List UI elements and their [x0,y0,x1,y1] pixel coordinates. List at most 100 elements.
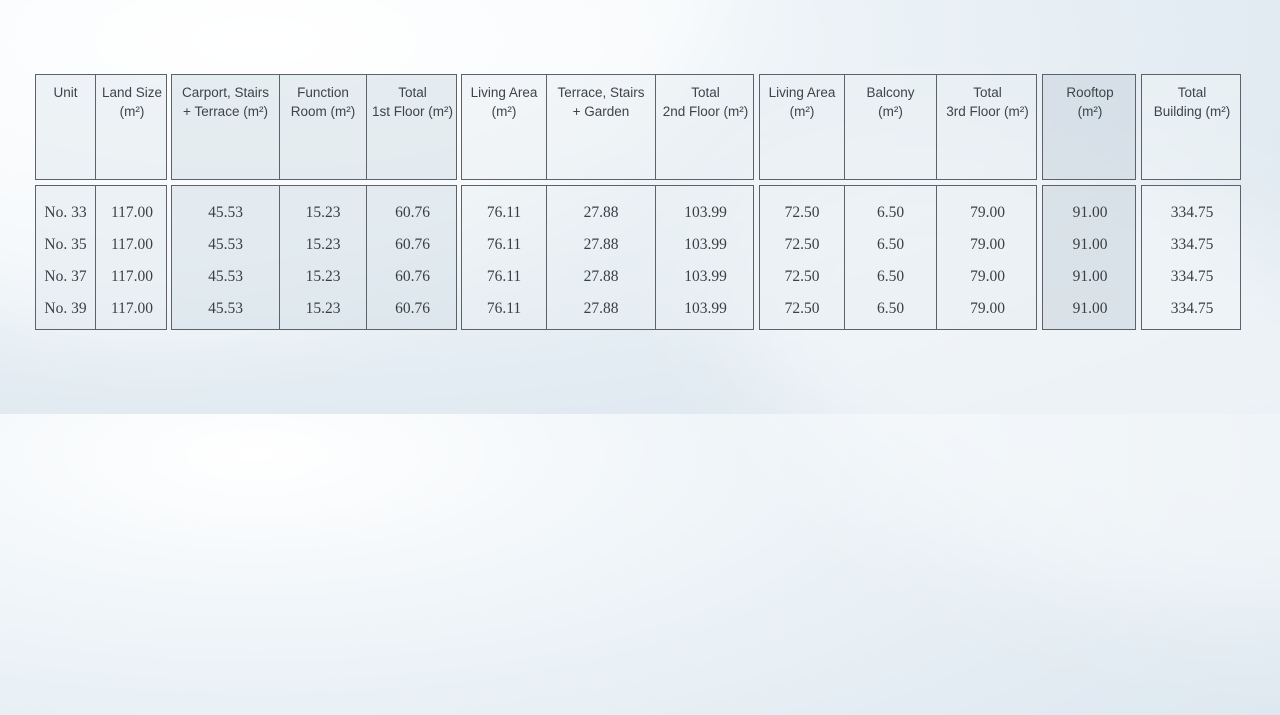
table-cell: No. 39 [44,300,87,317]
table-cell: 79.00 [970,204,1005,221]
group-unit-head: Unit Land Size (m²) [35,74,167,180]
table-cell: 79.00 [970,300,1005,317]
table-cell: 60.76 [395,268,430,285]
table-cell: 117.00 [110,300,154,317]
table-cell: 72.50 [784,236,820,253]
table-cell: 79.00 [970,268,1005,285]
table-cell: 334.75 [1170,236,1214,253]
column-header-total1: Total 1st Floor (m²) [366,75,458,179]
table-cell: 117.00 [110,204,154,221]
table-cell: 91.00 [1072,300,1108,317]
column-values-balcony: 6.50 6.50 6.50 6.50 [844,186,936,329]
table-cell: 117.00 [110,268,154,285]
column-values-living2: 76.11 76.11 76.11 76.11 [462,186,546,329]
table-cell: 60.76 [395,300,430,317]
group-rooftop-body: 91.00 91.00 91.00 91.00 [1042,185,1136,330]
table-cell: 6.50 [876,268,905,285]
column-header-label: Total 2nd Floor (m²) [662,85,749,119]
table-cell: 103.99 [684,236,727,253]
column-values-terrace: 27.88 27.88 27.88 27.88 [546,186,655,329]
table-cell: No. 37 [44,268,87,285]
table-cell: 79.00 [970,236,1005,253]
table-cell: 15.23 [305,204,341,221]
table-cell: 45.53 [208,204,243,221]
column-header-label: Carport, Stairs + Terrace (m²) [181,85,270,119]
column-values-total3: 79.00 79.00 79.00 79.00 [936,186,1038,329]
table-cell: No. 35 [44,236,87,253]
column-header-label: Unit [53,85,78,100]
group-second-floor-body: 76.11 76.11 76.11 76.11 27.88 27.88 27.88 27.88… [461,185,754,330]
table-cell: 6.50 [876,300,905,317]
column-header-living3: Living Area (m²) [760,75,844,179]
table-cell: 60.76 [395,236,430,253]
table-cell: 103.99 [684,204,727,221]
group-first-floor-head: Carport, Stairs + Terrace (m²) Function R… [171,74,457,180]
column-values-function: 15.23 15.23 15.23 15.23 [279,186,366,329]
column-header-label: Terrace, Stairs + Garden [557,85,645,119]
column-header-label: Balcony (m²) [866,85,915,119]
column-values-land: 117.00 117.00 117.00 117.00 [95,186,168,329]
table-cell: 72.50 [784,204,820,221]
table-cell: 72.50 [784,300,820,317]
column-header-terrace: Terrace, Stairs + Garden [546,75,655,179]
table-cell: 76.11 [486,268,522,285]
column-header-label: Total 3rd Floor (m²) [946,85,1029,119]
table-cell: 27.88 [583,300,619,317]
column-header-label: Total Building (m²) [1153,85,1231,119]
column-values-building: 334.75 334.75 334.75 334.75 [1142,186,1242,329]
column-header-balcony: Balcony (m²) [844,75,936,179]
column-header-label: Total 1st Floor (m²) [372,85,453,119]
group-total-head: Total Building (m²) [1141,74,1241,180]
column-header-rooftop: Rooftop (m²) [1043,75,1137,179]
group-unit-body: No. 33 No. 35 No. 37 No. 39 117.00 117.00 117.… [35,185,167,330]
column-header-total3: Total 3rd Floor (m²) [936,75,1038,179]
column-values-total1: 60.76 60.76 60.76 60.76 [366,186,458,329]
group-total-body: 334.75 334.75 334.75 334.75 [1141,185,1241,330]
group-rooftop-head: Rooftop (m²) [1042,74,1136,180]
table-cell: 76.11 [486,236,522,253]
table-cell: 15.23 [305,236,341,253]
table-cell: 103.99 [684,268,727,285]
column-header-total2: Total 2nd Floor (m²) [655,75,755,179]
table-cell: 15.23 [305,300,341,317]
column-header-label: Living Area (m²) [470,85,538,119]
column-header-function: Function Room (m²) [279,75,366,179]
column-header-label: Living Area (m²) [768,85,836,119]
table-cell: 76.11 [486,204,522,221]
column-values-unit: No. 33 No. 35 No. 37 No. 39 [36,186,95,329]
group-third-floor-body: 72.50 72.50 72.50 72.50 6.50 6.50 6.50 6.50 79.0… [759,185,1037,330]
table-cell: 60.76 [395,204,430,221]
column-values-carport: 45.53 45.53 45.53 45.53 [172,186,279,329]
table-cell: 45.53 [208,300,243,317]
column-header-label: Land Size (m²) [101,85,163,119]
table-cell: 45.53 [208,236,243,253]
table-cell: 334.75 [1170,204,1214,221]
table-cell: 91.00 [1072,204,1108,221]
table-cell: 6.50 [876,236,905,253]
column-values-rooftop: 91.00 91.00 91.00 91.00 [1043,186,1137,329]
table-cell: 27.88 [583,204,619,221]
table-cell: 27.88 [583,268,619,285]
group-first-floor-body: 45.53 45.53 45.53 45.53 15.23 15.23 15.23 15.23… [171,185,457,330]
table-cell: 72.50 [784,268,820,285]
table-cell: 334.75 [1170,268,1214,285]
table-cell: 334.75 [1170,300,1214,317]
column-values-total2: 103.99 103.99 103.99 103.99 [655,186,755,329]
table-cell: 76.11 [486,300,522,317]
table-cell: 15.23 [305,268,341,285]
group-second-floor-head: Living Area (m²) Terrace, Stairs + Garden… [461,74,754,180]
column-header-label: Function Room (m²) [290,85,356,119]
table-cell: 45.53 [208,268,243,285]
column-header-living2: Living Area (m²) [462,75,546,179]
table-cell: 103.99 [684,300,727,317]
column-header-label: Rooftop (m²) [1066,85,1114,119]
column-header-land: Land Size (m²) [95,75,168,179]
column-header-carport: Carport, Stairs + Terrace (m²) [172,75,279,179]
table-cell: 91.00 [1072,268,1108,285]
table-cell: 91.00 [1072,236,1108,253]
table-cell: 27.88 [583,236,619,253]
column-header-building: Total Building (m²) [1142,75,1242,179]
table-cell: No. 33 [44,204,87,221]
table-cell: 117.00 [110,236,154,253]
group-third-floor-head: Living Area (m²) Balcony (m²) Total 3rd Fl… [759,74,1037,180]
